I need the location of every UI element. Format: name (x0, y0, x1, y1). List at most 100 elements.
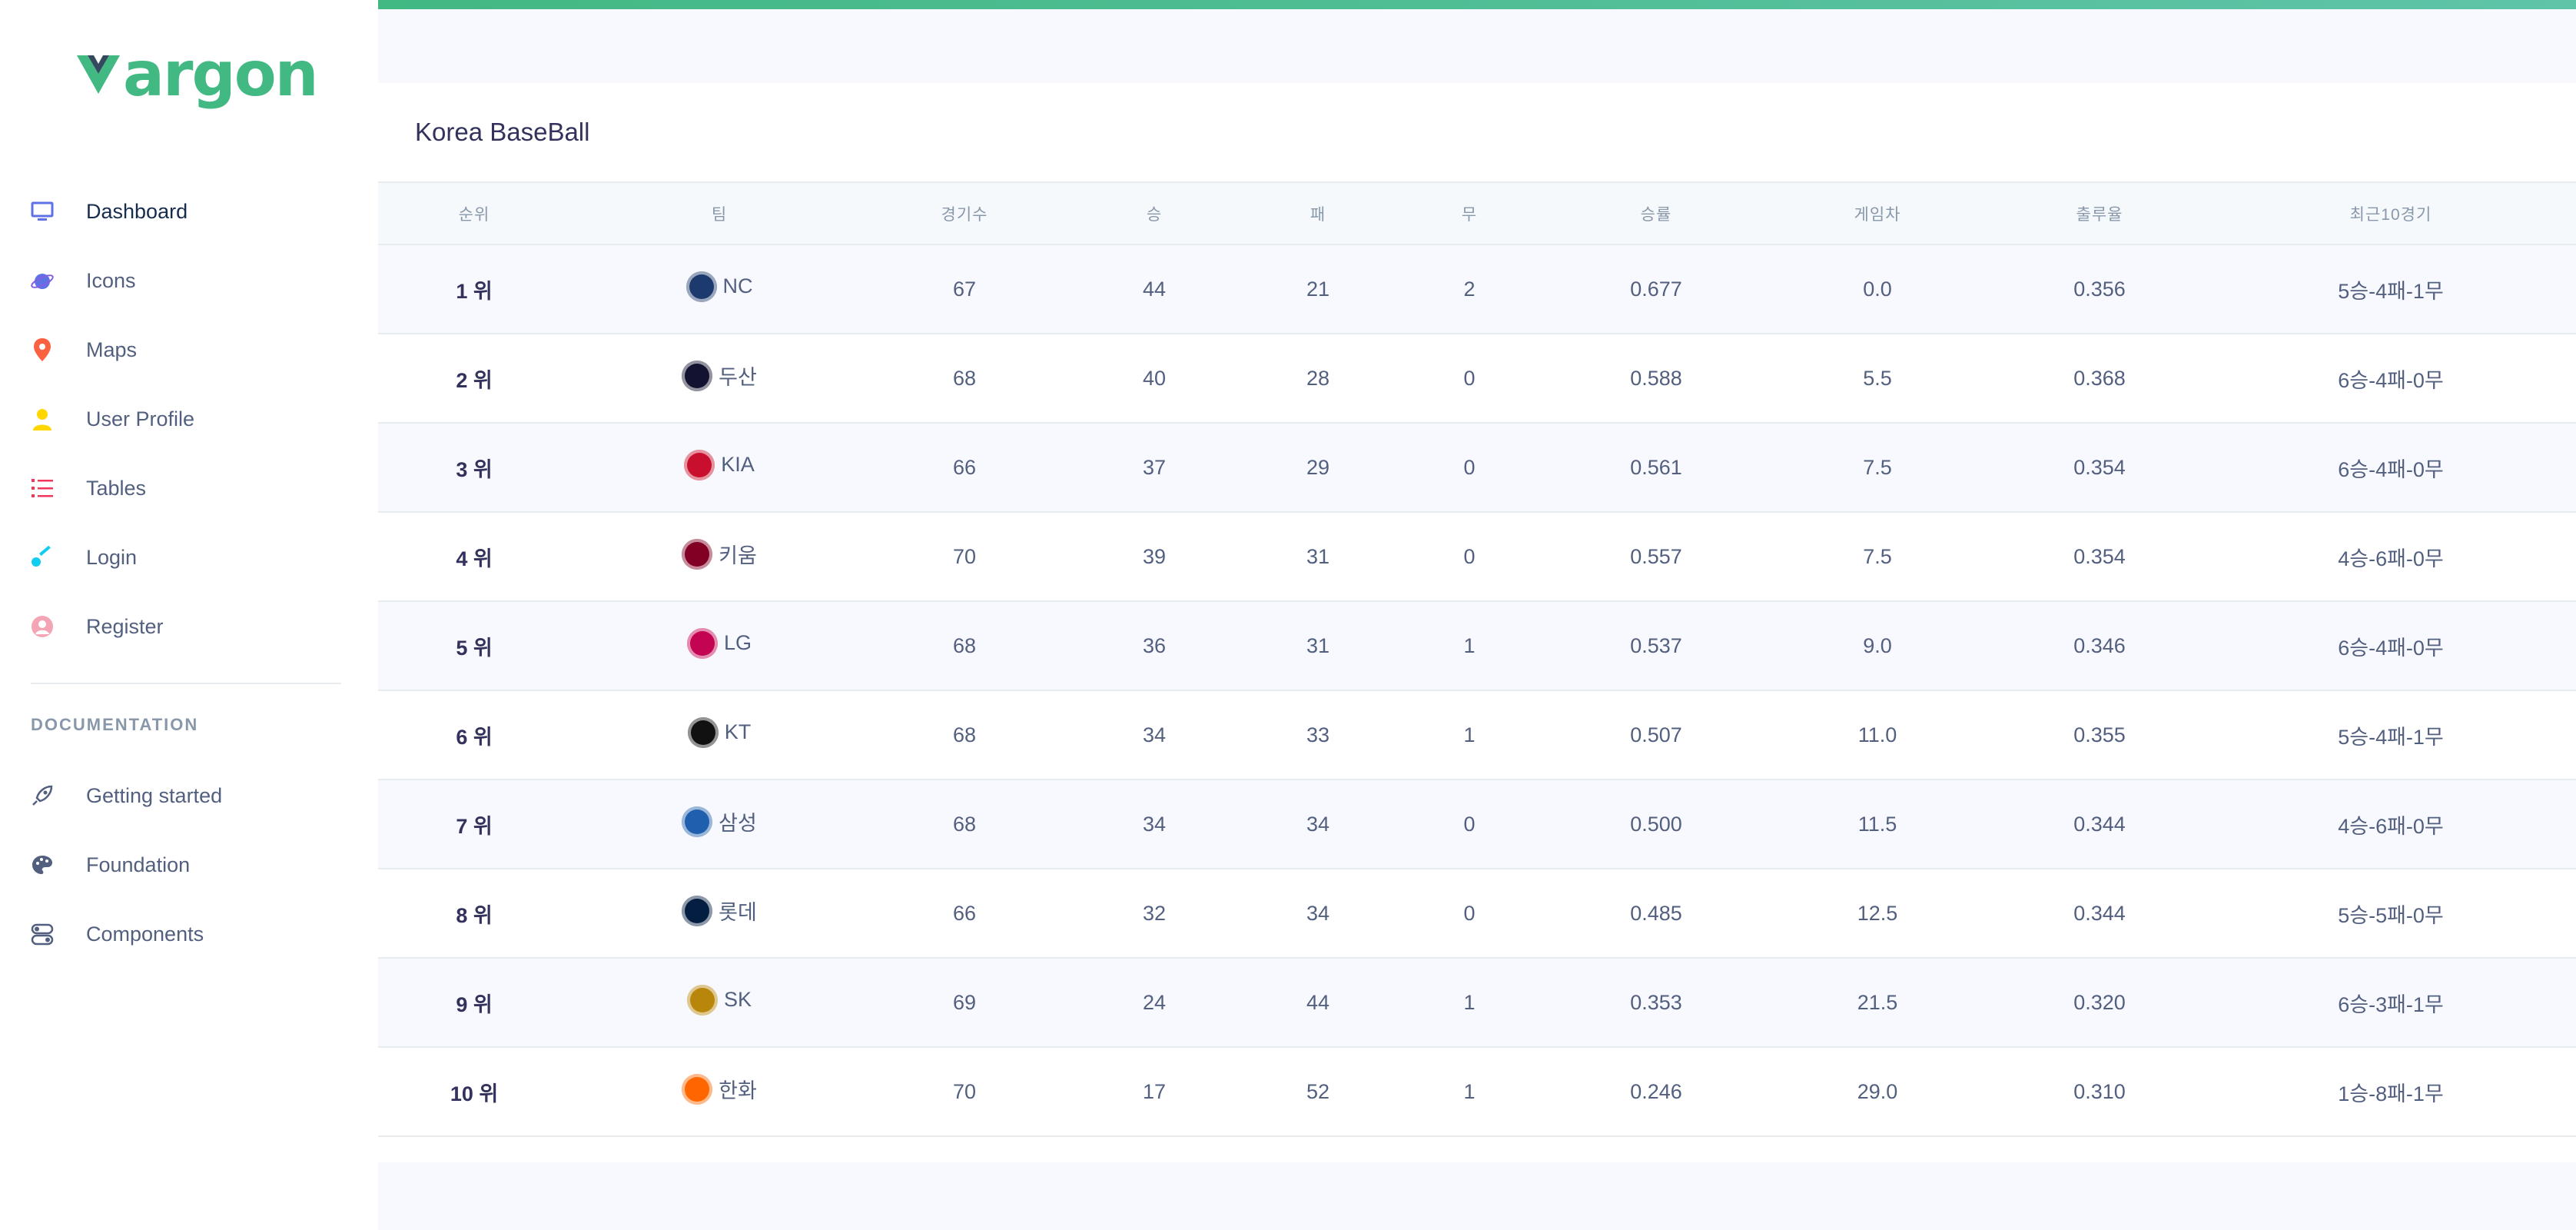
losses-cell: 21 (1306, 277, 1330, 301)
games-behind-cell: 21.5 (1857, 990, 1898, 1014)
last10-cell: 5승-4패-1무 (2338, 279, 2444, 303)
games-cell: 66 (952, 901, 977, 925)
team-cell: 두산 (570, 334, 868, 423)
team-logo-icon (682, 1073, 713, 1105)
sidebar-item-foundation[interactable]: Foundation (0, 830, 378, 899)
team-cell: KT (570, 690, 868, 780)
team-name: LG (723, 631, 752, 654)
rank-cell: 4 위 (456, 547, 493, 570)
wins-cell: 36 (1142, 633, 1167, 657)
games-behind-cell: 5.5 (1863, 366, 1892, 390)
last10-cell: 5승-5패-0무 (2338, 903, 2444, 927)
win-pct-cell: 0.353 (1630, 990, 1682, 1014)
column-header-draw[interactable]: 무 (1388, 183, 1551, 245)
draws-cell: 1 (1463, 990, 1476, 1014)
sidebar-item-getting-started[interactable]: Getting started (0, 761, 378, 830)
draws-cell: 0 (1463, 455, 1476, 479)
column-header-games[interactable]: 경기수 (868, 183, 1061, 245)
team-logo-icon (686, 984, 718, 1016)
card-title: Korea BaseBall (415, 118, 590, 146)
team-cell: LG (570, 601, 868, 690)
rank-cell: 8 위 (456, 903, 493, 927)
documentation-heading: DOCUMENTATION (31, 715, 199, 734)
sidebar-item-label: Components (86, 922, 204, 946)
tv-icon (29, 198, 55, 224)
draws-cell: 1 (1463, 723, 1476, 746)
losses-cell: 31 (1306, 633, 1330, 657)
draws-cell: 1 (1463, 633, 1476, 657)
draws-cell: 0 (1463, 812, 1476, 836)
draws-cell: 1 (1463, 1079, 1476, 1103)
sidebar-item-maps[interactable]: Maps (0, 315, 378, 384)
column-header-team[interactable]: 팀 (570, 183, 868, 245)
table-row: 1 위 NC 67 44 21 2 0.677 0.0 0.356 5승-4패-1무 (378, 244, 2576, 334)
losses-cell: 34 (1306, 901, 1330, 925)
brand-text: argon (123, 38, 319, 110)
team-logo-icon (686, 627, 718, 659)
wins-cell: 34 (1142, 723, 1167, 746)
column-header-lose[interactable]: 패 (1248, 183, 1388, 245)
column-header-pct[interactable]: 승률 (1551, 183, 1761, 245)
team-label: NC (685, 271, 753, 302)
brand-logo[interactable]: argon (77, 38, 319, 110)
last10-cell: 4승-6패-0무 (2338, 547, 2444, 570)
circle-user-icon (29, 613, 55, 640)
games-cell: 68 (952, 366, 977, 390)
sidebar-item-components[interactable]: Components (0, 899, 378, 969)
sidebar-item-label: Login (86, 545, 138, 569)
games-behind-cell: 9.0 (1863, 633, 1892, 657)
team-logo-icon (682, 538, 713, 570)
team-cell: 롯데 (570, 869, 868, 958)
wins-cell: 40 (1142, 366, 1167, 390)
sidebar-item-label: Getting started (86, 783, 223, 807)
team-cell: 키움 (570, 512, 868, 601)
games-cell: 68 (952, 633, 977, 657)
components-icon (29, 921, 55, 947)
last10-cell: 6승-4패-0무 (2338, 368, 2444, 392)
last10-cell: 6승-4패-0무 (2338, 457, 2444, 481)
sidebar-item-dashboard[interactable]: Dashboard (0, 177, 378, 246)
last10-cell: 5승-4패-1무 (2338, 725, 2444, 749)
sidebar-item-user-profile[interactable]: User Profile (0, 384, 378, 454)
team-name: 한화 (719, 1079, 757, 1102)
user-icon (29, 406, 55, 432)
card-header: Korea BaseBall (378, 83, 2576, 183)
key-icon (29, 544, 55, 570)
column-header-rank[interactable]: 순위 (378, 183, 570, 245)
sidebar-item-register[interactable]: Register (0, 592, 378, 661)
table-row: 9 위 SK 69 24 44 1 0.353 21.5 0.320 6승-3패-1무 (378, 958, 2576, 1047)
games-behind-cell: 11.0 (1857, 723, 1897, 746)
wins-cell: 44 (1142, 277, 1167, 301)
team-cell: KIA (570, 423, 868, 512)
sidebar-item-label: Maps (86, 337, 138, 361)
win-pct-cell: 0.246 (1630, 1079, 1682, 1103)
column-header-win[interactable]: 승 (1061, 183, 1248, 245)
draws-cell: 0 (1463, 901, 1476, 925)
sidebar-item-tables[interactable]: Tables (0, 454, 378, 523)
sidebar-item-login[interactable]: Login (0, 523, 378, 592)
table-body: 1 위 NC 67 44 21 2 0.677 0.0 0.356 5승-4패-1무 2 위 두산 68… (378, 244, 2576, 1136)
obp-cell: 0.344 (2073, 901, 2126, 925)
sidebar-divider (31, 683, 341, 684)
sidebar: argon Dashboard Icons Maps User Profile (0, 0, 378, 1230)
team-logo-icon (687, 716, 719, 748)
obp-cell: 0.344 (2073, 812, 2126, 836)
header-accent-bar (378, 0, 2576, 9)
wins-cell: 24 (1142, 990, 1167, 1014)
team-logo-icon (682, 806, 713, 837)
losses-cell: 44 (1306, 990, 1330, 1014)
team-label: SK (686, 984, 752, 1016)
spaceship-icon (29, 783, 55, 809)
table-row: 6 위 KT 68 34 33 1 0.507 11.0 0.355 5승-4패-1무 (378, 690, 2576, 780)
column-header-gb[interactable]: 게임차 (1761, 183, 1993, 245)
draws-cell: 0 (1463, 366, 1476, 390)
column-header-last10[interactable]: 최근10경기 (2206, 183, 2576, 245)
obp-cell: 0.310 (2073, 1079, 2126, 1103)
sidebar-item-icons[interactable]: Icons (0, 246, 378, 315)
team-label: 롯데 (682, 895, 757, 926)
column-header-obp[interactable]: 출루율 (1993, 183, 2206, 245)
games-cell: 69 (952, 990, 977, 1014)
sidebar-nav: Dashboard Icons Maps User Profile Tables (0, 177, 378, 661)
team-name: 삼성 (719, 812, 757, 835)
team-logo-icon (685, 271, 717, 302)
